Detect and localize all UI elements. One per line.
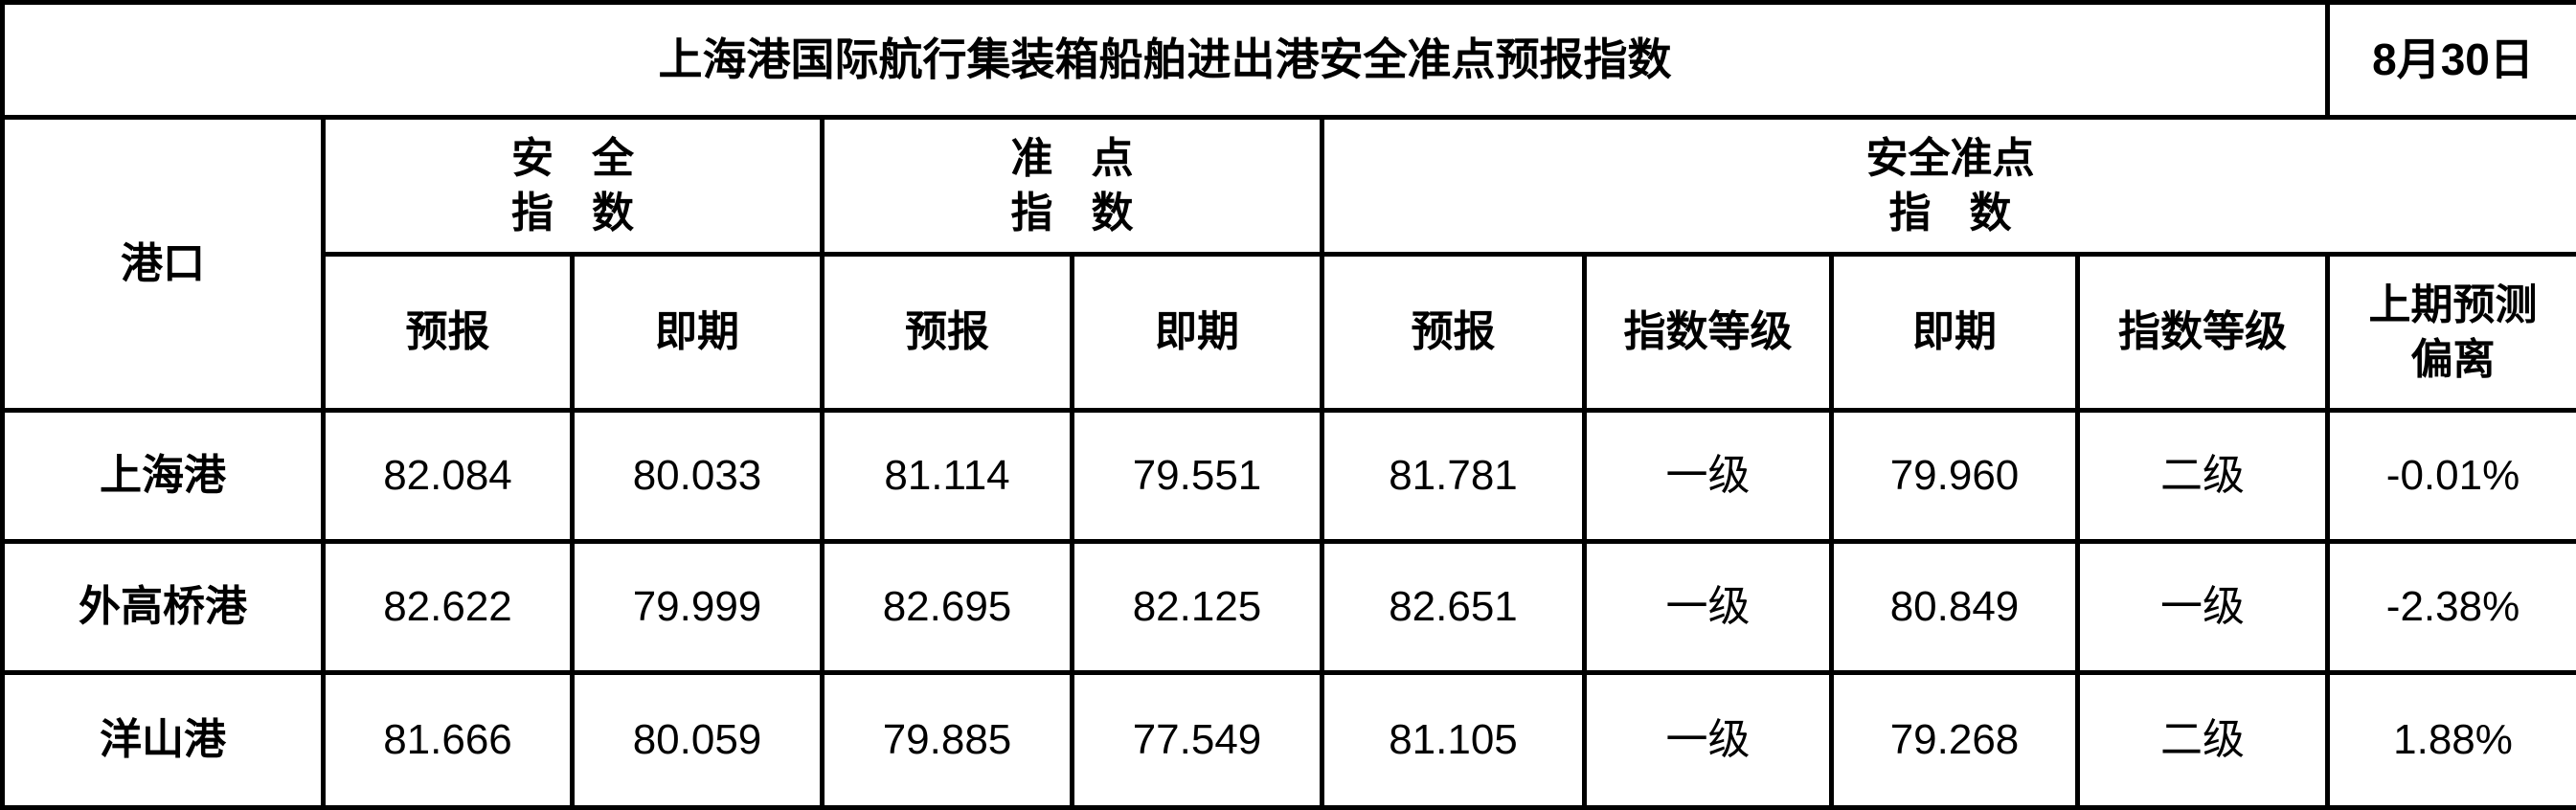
sp-forecast: 81.105 xyxy=(1322,673,1585,808)
deviation: -0.01% xyxy=(2328,411,2576,542)
safety-current: 79.999 xyxy=(573,542,823,673)
sp-forecast-grade-header: 指数等级 xyxy=(1585,255,1832,411)
punct-current-header: 即期 xyxy=(1073,255,1322,411)
safety-current-header: 即期 xyxy=(573,255,823,411)
punct-forecast-header: 预报 xyxy=(823,255,1073,411)
deviation-header: 上期预测偏离 xyxy=(2328,255,2576,411)
safety-current: 80.059 xyxy=(573,673,823,808)
sp-current: 79.960 xyxy=(1832,411,2078,542)
punct-forecast: 79.885 xyxy=(823,673,1073,808)
sp-forecast-grade: 一级 xyxy=(1585,411,1832,542)
port-name: 外高桥港 xyxy=(3,542,324,673)
punct-forecast: 82.695 xyxy=(823,542,1073,673)
sp-current-grade: 二级 xyxy=(2078,411,2328,542)
date-label: 8月30日 xyxy=(2328,3,2576,118)
sp-forecast: 82.651 xyxy=(1322,542,1585,673)
deviation: -2.38% xyxy=(2328,542,2576,673)
port-header: 港口 xyxy=(3,118,324,411)
safety-forecast: 82.084 xyxy=(324,411,573,542)
table-title: 上海港国际航行集装箱船舶进出港安全准点预报指数 xyxy=(3,3,2328,118)
sp-current-grade: 二级 xyxy=(2078,673,2328,808)
sp-current: 79.268 xyxy=(1832,673,2078,808)
table-row: 上海港 82.084 80.033 81.114 79.551 81.781 一… xyxy=(3,411,2576,542)
safety-current: 80.033 xyxy=(573,411,823,542)
safety-forecast-header: 预报 xyxy=(324,255,573,411)
deviation: 1.88% xyxy=(2328,673,2576,808)
table-row: 洋山港 81.666 80.059 79.885 77.549 81.105 一… xyxy=(3,673,2576,808)
sp-current-header: 即期 xyxy=(1832,255,2078,411)
safety-punctuality-index-header: 安全准点指数 xyxy=(1322,118,2576,255)
safety-forecast: 82.622 xyxy=(324,542,573,673)
safety-index-header: 安全指数 xyxy=(324,118,823,255)
punct-current: 77.549 xyxy=(1073,673,1322,808)
sp-current-grade: 一级 xyxy=(2078,542,2328,673)
punct-forecast: 81.114 xyxy=(823,411,1073,542)
punct-current: 82.125 xyxy=(1073,542,1322,673)
sp-current-grade-header: 指数等级 xyxy=(2078,255,2328,411)
punctuality-index-header: 准点指数 xyxy=(823,118,1322,255)
port-name: 洋山港 xyxy=(3,673,324,808)
safety-forecast: 81.666 xyxy=(324,673,573,808)
sp-forecast: 81.781 xyxy=(1322,411,1585,542)
sp-current: 80.849 xyxy=(1832,542,2078,673)
table-row: 外高桥港 82.622 79.999 82.695 82.125 82.651 … xyxy=(3,542,2576,673)
port-name: 上海港 xyxy=(3,411,324,542)
punct-current: 79.551 xyxy=(1073,411,1322,542)
sp-forecast-grade: 一级 xyxy=(1585,542,1832,673)
sp-forecast-header: 预报 xyxy=(1322,255,1585,411)
sp-forecast-grade: 一级 xyxy=(1585,673,1832,808)
